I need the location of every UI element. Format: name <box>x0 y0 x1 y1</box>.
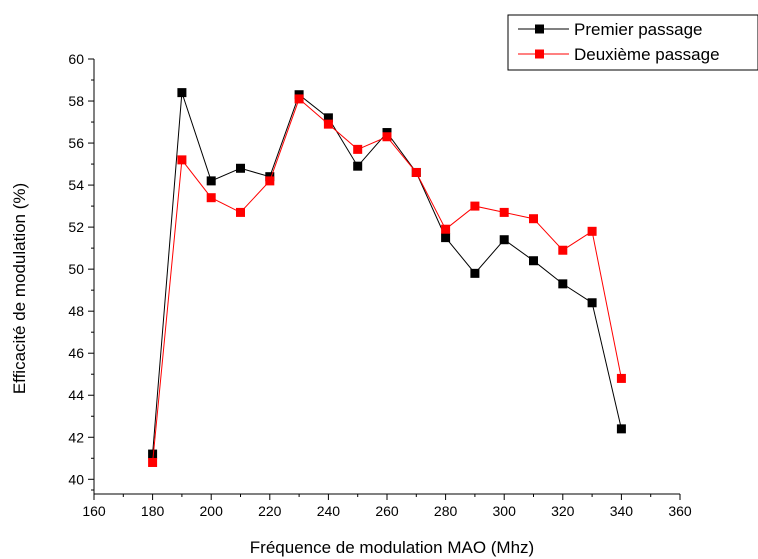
x-tick-label: 200 <box>200 503 224 519</box>
data-point <box>323 119 333 129</box>
data-point <box>353 161 363 171</box>
series-line-1 <box>152 92 622 455</box>
x-tick-label: 300 <box>493 503 517 519</box>
data-point <box>206 176 216 186</box>
y-tick-label: 42 <box>68 429 84 445</box>
data-point <box>558 245 568 255</box>
data-point <box>206 193 216 203</box>
y-tick-label: 56 <box>68 135 84 151</box>
data-point <box>529 256 538 266</box>
legend: Premier passage Deuxième passage <box>507 14 758 71</box>
x-tick-label: 220 <box>258 503 282 519</box>
data-point <box>323 113 333 123</box>
series-layer <box>148 88 626 467</box>
legend-label: Deuxième passage <box>574 45 720 64</box>
axes: 160 180 200 220 240 260 280 300 320 340 360 40 42 44 4… <box>68 51 691 519</box>
legend-box <box>507 14 758 71</box>
data-point <box>148 457 158 467</box>
data-point <box>558 279 568 289</box>
data-point <box>470 201 480 211</box>
data-point <box>499 235 509 245</box>
data-point <box>236 163 245 173</box>
y-tick-label: 60 <box>68 51 84 67</box>
data-point <box>499 207 509 217</box>
data-point <box>294 94 304 104</box>
data-point <box>616 373 626 383</box>
y-axis-title: Efficacité de modulation (%) <box>10 183 29 394</box>
x-tick-label: 260 <box>375 503 399 519</box>
legend-swatch-marker <box>535 24 544 34</box>
data-point <box>441 233 451 243</box>
data-point <box>616 424 626 434</box>
data-point <box>265 176 275 186</box>
data-point <box>236 207 245 217</box>
data-point <box>587 226 597 236</box>
data-point <box>587 298 597 308</box>
data-point <box>529 214 538 224</box>
y-tick-label: 44 <box>68 387 84 403</box>
x-tick-label: 340 <box>610 503 634 519</box>
x-tick-label: 160 <box>82 503 106 519</box>
x-tick-label: 360 <box>668 503 692 519</box>
y-tick-label: 54 <box>68 177 84 193</box>
data-point <box>353 144 363 154</box>
data-point <box>177 155 187 165</box>
data-point <box>411 167 421 177</box>
y-tick-label: 50 <box>68 261 84 277</box>
y-tick-label: 46 <box>68 345 84 361</box>
data-point <box>470 268 480 278</box>
x-tick-label: 320 <box>551 503 575 519</box>
legend-label: Premier passage <box>574 20 703 39</box>
x-tick-label: 280 <box>434 503 458 519</box>
y-tick-label: 58 <box>68 93 84 109</box>
x-tick-label: 180 <box>141 503 165 519</box>
legend-swatch-marker <box>535 49 544 59</box>
y-tick-label: 40 <box>68 471 84 487</box>
y-tick-label: 48 <box>68 303 84 319</box>
x-axis-title: Fréquence de modulation MAO (Mhz) <box>250 538 534 557</box>
x-tick-label: 240 <box>317 503 341 519</box>
data-point <box>441 224 451 234</box>
data-point <box>148 449 158 459</box>
series-line-2 <box>152 98 622 463</box>
y-tick-label: 52 <box>68 219 84 235</box>
data-point <box>382 132 392 142</box>
data-point <box>177 88 187 98</box>
